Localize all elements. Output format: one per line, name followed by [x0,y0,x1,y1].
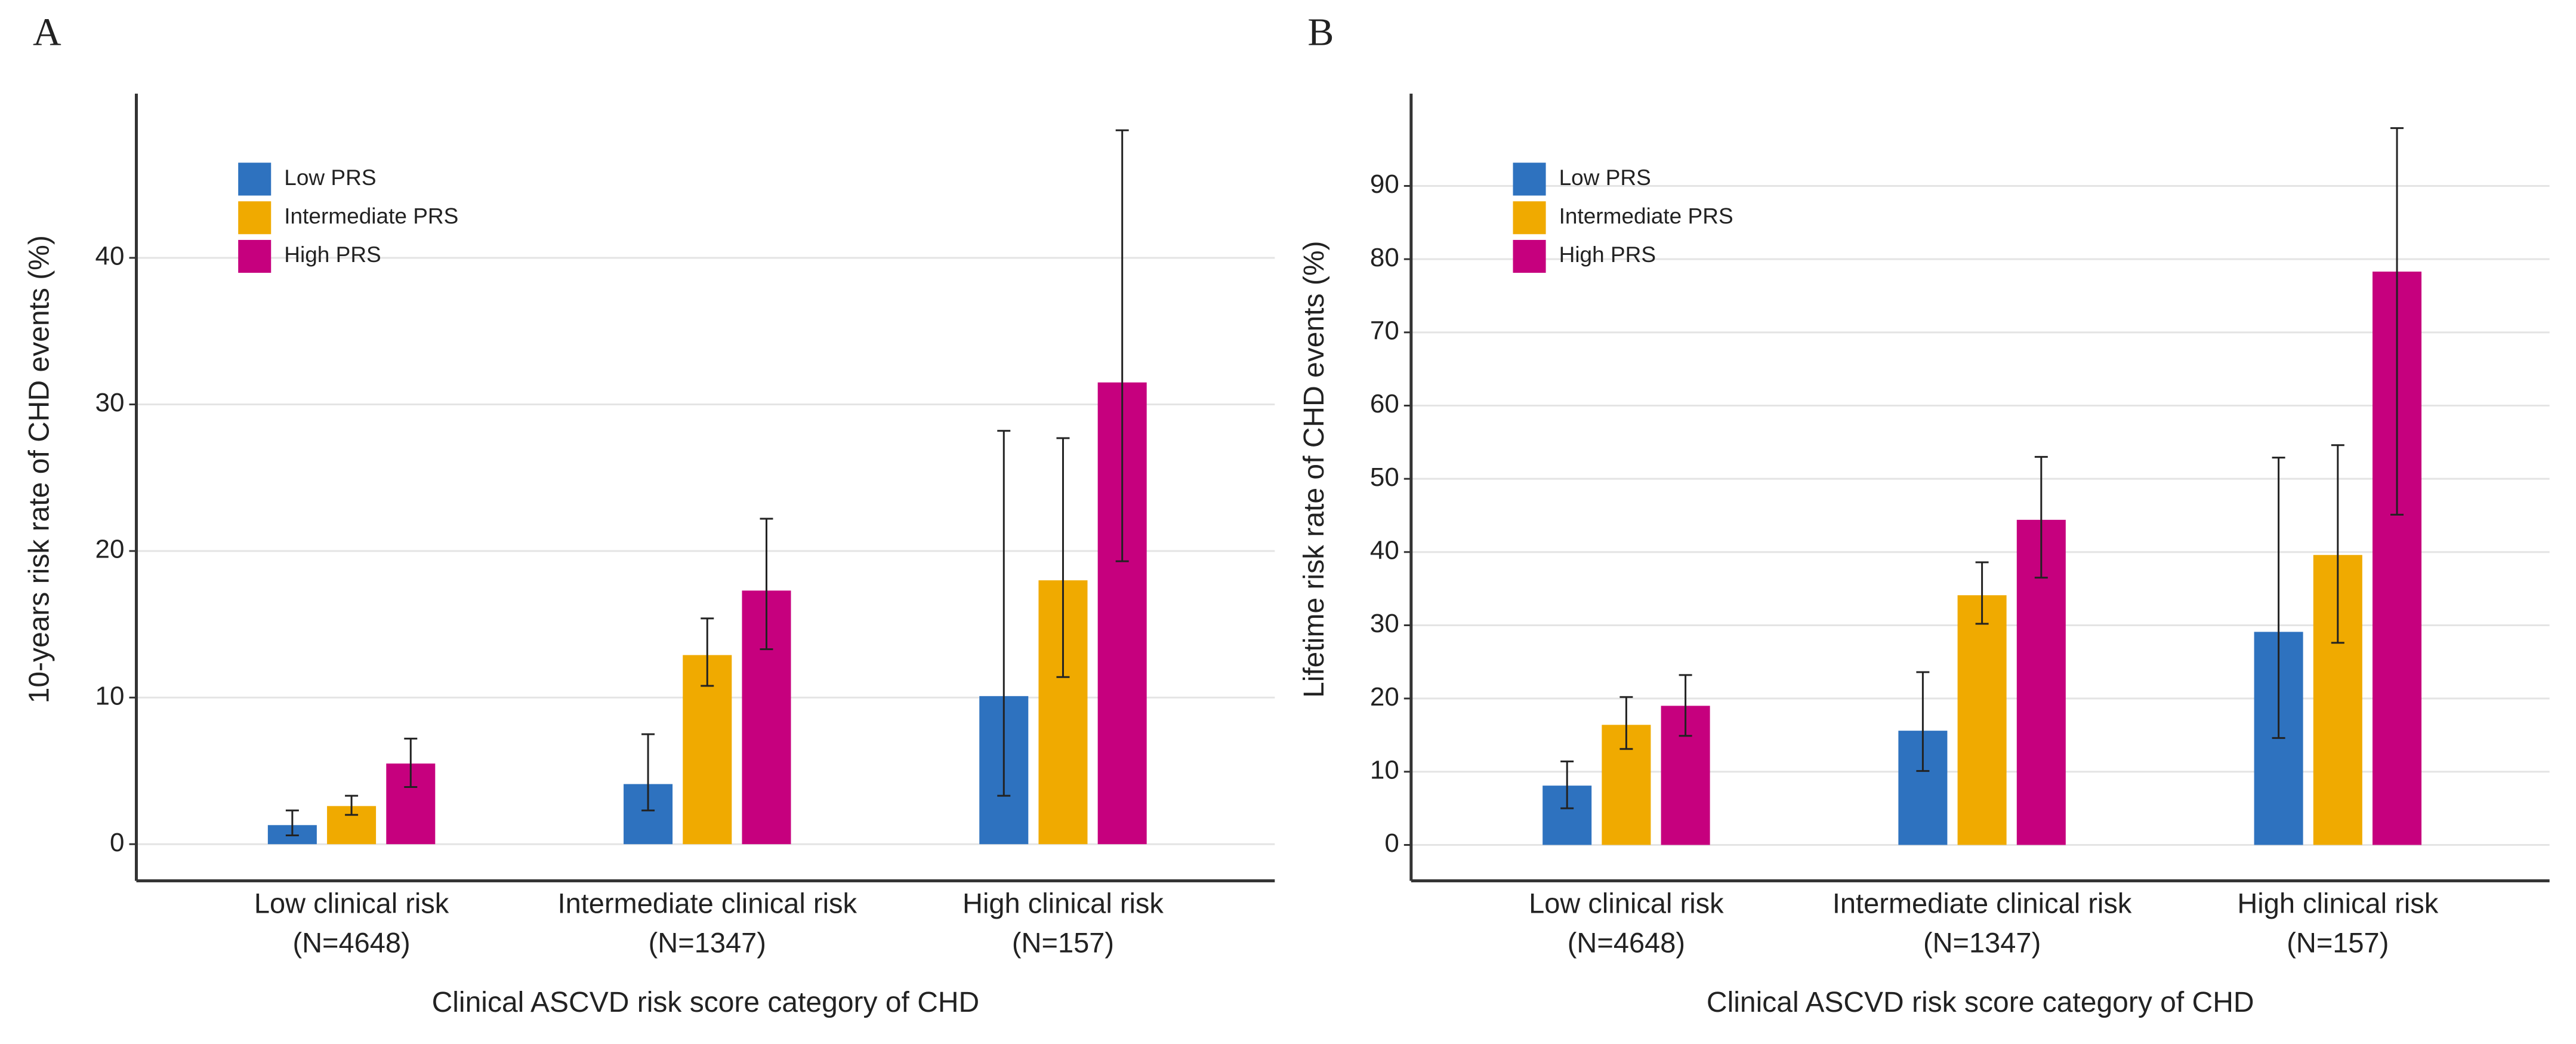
legend-swatch [238,239,272,273]
x-tick-label: Low clinical risk [1529,887,1724,919]
error-bar [1115,129,1129,562]
x-tick-label: (N=157) [1012,926,1114,958]
legend-label: Intermediate PRS [284,204,458,229]
y-tick-label: 40 [95,242,125,271]
legend-label: High PRS [284,242,381,267]
legend-swatch [238,201,272,235]
x-axis-title: Clinical ASCVD risk score category of CH… [1707,987,2254,1018]
y-axis-title: 10-years risk rate of CHD events (%) [23,235,55,703]
x-tick-label: High clinical risk [962,887,1164,919]
legend-label: Low PRS [284,165,376,190]
error-bar [1619,696,1633,750]
error-bar [285,809,299,836]
error-bar [1975,561,1989,625]
error-bar [760,518,773,651]
y-tick-label: 20 [95,535,125,564]
error-bar [701,617,714,687]
x-tick-label: (N=1347) [649,926,766,958]
y-tick-label: 20 [1370,682,1399,712]
legend-label: High PRS [1559,242,1656,267]
legend-swatch [1513,162,1546,196]
legend-swatch [1513,239,1546,273]
y-axis-title: Lifetime risk rate of CHD events (%) [1298,241,1330,698]
x-tick-label: Intermediate clinical risk [558,887,857,919]
error-bar [1679,674,1692,737]
error-bar [2034,455,2048,579]
legend-label: Low PRS [1559,165,1651,190]
x-tick-label: (N=157) [2287,926,2389,958]
x-tick-label: Intermediate clinical risk [1832,887,2132,919]
error-bar [2331,444,2344,644]
error-bar [2390,127,2404,516]
legend-label: Intermediate PRS [1559,204,1733,229]
error-bar [1560,760,1574,809]
legend-swatch [238,162,272,196]
y-tick-label: 50 [1370,463,1399,492]
y-tick-label: 30 [95,388,125,417]
error-bar [997,430,1011,797]
error-bar [1056,437,1070,678]
bar [1957,595,2007,845]
panel-label: B [1307,11,1334,54]
y-tick-label: 80 [1370,243,1399,272]
x-tick-label: (N=4648) [1568,926,1685,958]
y-tick-label: 30 [1370,609,1399,638]
y-tick-label: 40 [1370,535,1399,565]
error-bar [2272,457,2285,739]
x-tick-label: (N=1347) [1923,926,2041,958]
x-tick-label: (N=4648) [292,926,410,958]
y-tick-label: 10 [1370,755,1399,784]
error-bar [404,737,418,788]
y-tick-label: 60 [1370,389,1399,418]
legend-swatch [1513,201,1546,235]
x-tick-label: Low clinical risk [254,887,449,919]
error-bar [641,733,655,812]
y-tick-label: 90 [1370,170,1399,199]
panel-label: A [33,11,61,54]
y-tick-label: 70 [1370,316,1399,345]
y-tick-label: 0 [1384,829,1399,858]
error-bar [345,794,359,816]
x-axis-title: Clinical ASCVD risk score category of CH… [432,987,980,1018]
y-tick-label: 0 [110,828,124,857]
y-tick-label: 10 [95,681,125,710]
error-bar [1916,671,1930,772]
x-tick-label: High clinical risk [2237,887,2438,919]
